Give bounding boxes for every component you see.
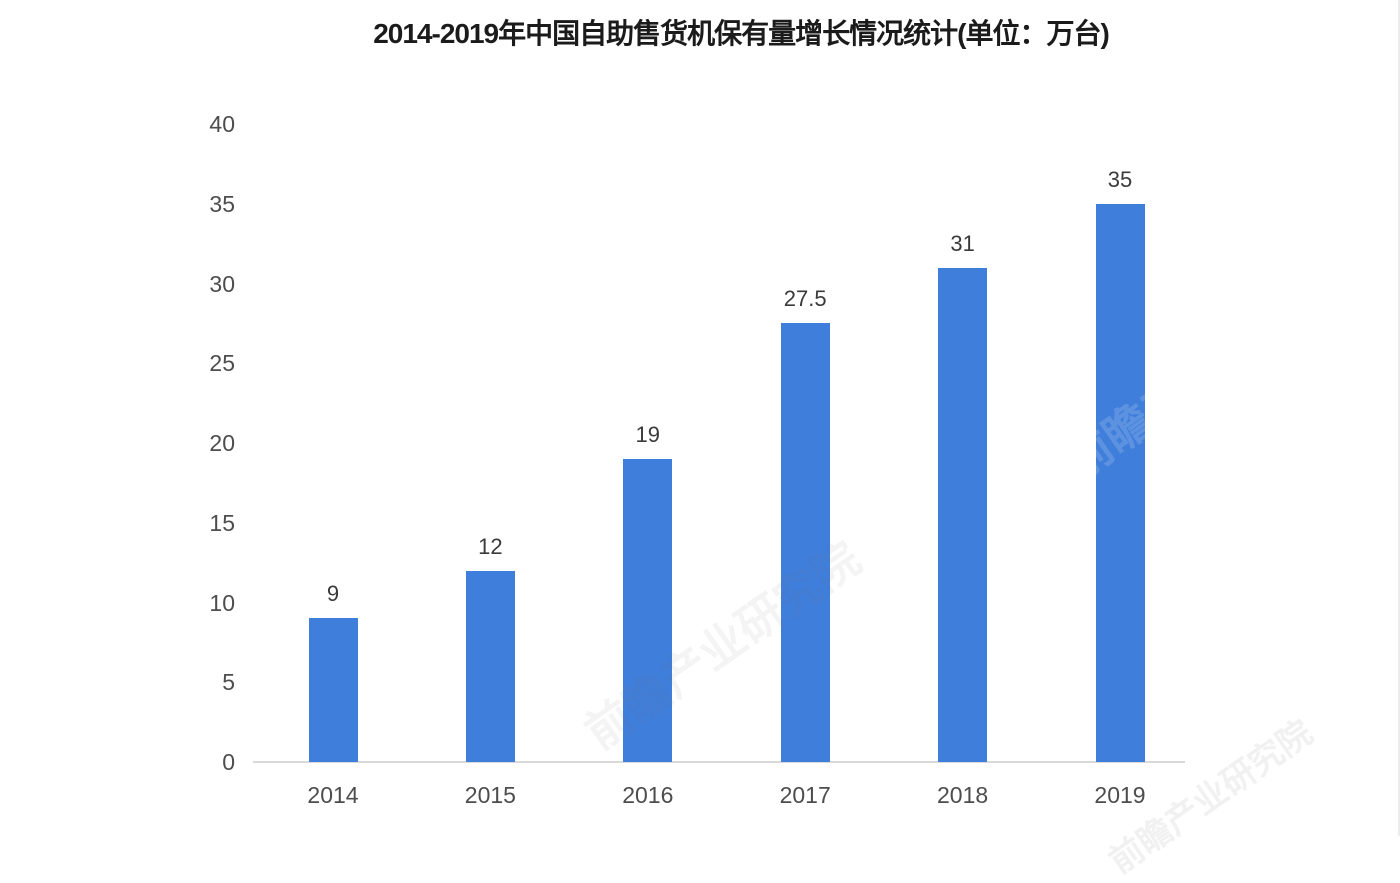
y-axis-tick: 10: [209, 589, 235, 616]
y-axis-tick: 0: [222, 749, 235, 775]
bar-2014: [308, 618, 358, 762]
bar-2015: [465, 570, 515, 762]
bar-value-label: 9: [326, 581, 340, 607]
x-axis-label: 2015: [464, 782, 516, 808]
bar-2016: [623, 458, 673, 762]
bar-2019: [1095, 203, 1145, 762]
y-axis-tick: 40: [209, 111, 235, 137]
chart-title: 2014-2019年中国自助售货机保有量增长情况统计(单位：万台): [373, 18, 1110, 49]
bar-value-label: 19: [635, 421, 661, 447]
y-axis-tick: 30: [209, 270, 235, 297]
y-axis-tick: 5: [222, 669, 235, 696]
bar-value-label: 12: [478, 533, 503, 559]
y-axis-tick: 20: [209, 430, 235, 456]
bar-value-label: 27.5: [783, 286, 827, 312]
x-axis-label: 2019: [1094, 782, 1146, 808]
bar-value-label: 35: [1107, 166, 1133, 192]
x-axis-label: 2014: [307, 782, 359, 808]
x-axis-line: [253, 761, 1185, 763]
x-axis-label: 2017: [779, 782, 831, 808]
bar-2018: [938, 267, 988, 762]
x-axis-label: 2016: [622, 782, 674, 808]
y-axis-tick: 15: [209, 509, 235, 536]
x-axis-label: 2018: [937, 782, 989, 808]
y-axis-tick: 35: [209, 190, 235, 217]
bar-2017: [780, 323, 830, 762]
bar-value-label: 31: [950, 230, 975, 256]
bar-chart: 2014-2019年中国自助售货机保有量增长情况统计(单位：万台) 0 5 10…: [209, 18, 1320, 882]
y-axis-tick: 25: [209, 350, 235, 377]
